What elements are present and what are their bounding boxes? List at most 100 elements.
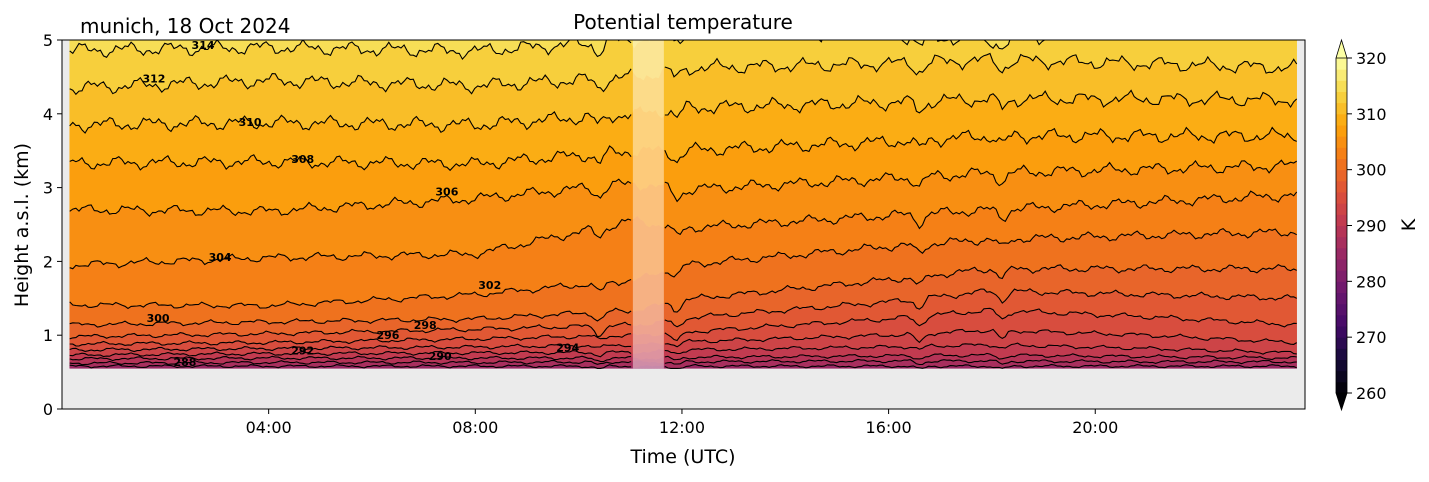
contour-line xyxy=(69,68,632,96)
contour-label: 308 xyxy=(291,153,314,166)
contour-line xyxy=(69,333,632,347)
masked-interval-overlay xyxy=(632,40,664,369)
contour-line xyxy=(664,358,1297,366)
y-axis-ticks: 0 1 2 3 4 5 xyxy=(43,31,62,419)
chart-title: Potential temperature xyxy=(573,10,793,34)
colorbar-segment xyxy=(1336,192,1347,204)
colorbar-segment xyxy=(1336,169,1347,182)
y-tick-label: 3 xyxy=(43,179,53,198)
colorbar-segment xyxy=(1336,281,1347,293)
contour-line xyxy=(664,352,1297,361)
colorbar-segment xyxy=(1336,270,1347,282)
colorbar-segment xyxy=(1336,214,1347,226)
x-axis-label: Time (UTC) xyxy=(629,446,735,468)
contour-label: 300 xyxy=(147,312,170,325)
contour-line xyxy=(69,178,632,218)
contour-label: 302 xyxy=(478,279,501,292)
x-tick-label: 20:00 xyxy=(1072,418,1118,437)
contour-lines xyxy=(69,40,1298,369)
colorbar-segment xyxy=(1336,348,1347,360)
colorbar-segment xyxy=(1336,113,1347,126)
contour-line xyxy=(664,126,1297,164)
y-tick-label: 5 xyxy=(43,31,53,50)
colorbar: 260 270 280 290 300 310 320 xyxy=(1335,38,1387,412)
contour-line xyxy=(664,328,1297,348)
colorbar-segment xyxy=(1336,247,1347,260)
contour-label: 296 xyxy=(377,329,400,342)
colorbar-tick-label: 280 xyxy=(1356,272,1387,291)
contour-label: 292 xyxy=(291,345,314,358)
x-tick-label: 12:00 xyxy=(659,418,705,437)
colorbar-segment xyxy=(1336,158,1347,171)
contour-label: 298 xyxy=(414,319,437,332)
contour-line xyxy=(664,363,1297,369)
contour-line xyxy=(69,40,632,61)
colorbar-segment xyxy=(1336,259,1347,271)
colorbar-tick-label: 270 xyxy=(1356,328,1387,347)
colorbar-segment xyxy=(1336,236,1347,249)
contour-line xyxy=(69,360,632,366)
contour-label: 306 xyxy=(435,185,458,198)
contour-line xyxy=(69,350,632,358)
contour-label: 314 xyxy=(192,39,215,52)
contour-line xyxy=(664,52,1298,78)
colorbar-segment xyxy=(1336,58,1347,70)
contour-line xyxy=(69,278,632,310)
colorbar-segment xyxy=(1336,303,1347,316)
x-axis-ticks: 04:00 08:00 12:00 16:00 20:00 xyxy=(246,409,1118,437)
colorbar-segment xyxy=(1336,359,1347,372)
y-axis-label: Height a.s.l. (km) xyxy=(11,143,33,307)
colorbar-segment xyxy=(1336,337,1347,349)
contour-line xyxy=(664,342,1297,355)
contour-line xyxy=(69,355,632,363)
colorbar-tick-label: 310 xyxy=(1356,105,1387,124)
contour-label: 290 xyxy=(429,350,452,363)
colorbar-segment xyxy=(1336,381,1347,394)
y-tick-label: 4 xyxy=(43,105,53,124)
contour-line xyxy=(664,89,1298,119)
colorbar-segment xyxy=(1336,102,1347,115)
colorbar-tick-label: 290 xyxy=(1356,217,1387,236)
contour-label: 288 xyxy=(173,356,196,369)
contour-line xyxy=(664,159,1297,203)
x-tick-label: 16:00 xyxy=(866,418,912,437)
contour-line xyxy=(664,307,1297,342)
colorbar-segment xyxy=(1336,136,1347,148)
contour-line xyxy=(69,343,632,353)
colorbar-segment xyxy=(1336,292,1347,305)
colorbar-label: K xyxy=(1398,218,1420,231)
contour-line xyxy=(69,321,632,340)
axes-frame xyxy=(61,39,1306,410)
contour-line xyxy=(69,218,632,270)
colorbar-segment xyxy=(1336,180,1347,193)
contour-line xyxy=(664,263,1297,313)
contour-line xyxy=(69,307,632,328)
contour-label: 310 xyxy=(239,116,262,129)
colorbar-tick-label: 320 xyxy=(1356,49,1387,68)
x-tick-label: 04:00 xyxy=(246,418,292,437)
contour-line xyxy=(664,190,1298,236)
colorbar-tick-label: 300 xyxy=(1356,161,1387,180)
colorbar-segment xyxy=(1336,203,1347,215)
colorbar-segment xyxy=(1336,370,1347,383)
y-tick-label: 1 xyxy=(43,326,53,345)
contour-label: 294 xyxy=(556,342,579,355)
colorbar-segment xyxy=(1336,326,1347,338)
colorbar-segment xyxy=(1336,314,1347,327)
colorbar-tick-label: 260 xyxy=(1356,384,1387,403)
x-tick-label: 08:00 xyxy=(452,418,498,437)
contour-label: 304 xyxy=(209,251,232,264)
colorbar-extend-max-arrow xyxy=(1335,38,1348,59)
contour-line xyxy=(664,227,1297,278)
colorbar-segment xyxy=(1336,147,1347,159)
colorbar-segment xyxy=(1336,225,1347,238)
contour-labels: 314 312 310 308 306 304 302 300 298 296 294 292 290 2… xyxy=(142,39,579,369)
colorbar-segment xyxy=(1336,80,1347,92)
colorbar-extend-min-arrow xyxy=(1335,392,1348,412)
contour-label: 312 xyxy=(142,72,165,85)
y-tick-label: 0 xyxy=(43,400,53,419)
contour-line xyxy=(69,111,632,134)
colorbar-segment xyxy=(1336,69,1347,81)
contour-line xyxy=(664,288,1297,328)
